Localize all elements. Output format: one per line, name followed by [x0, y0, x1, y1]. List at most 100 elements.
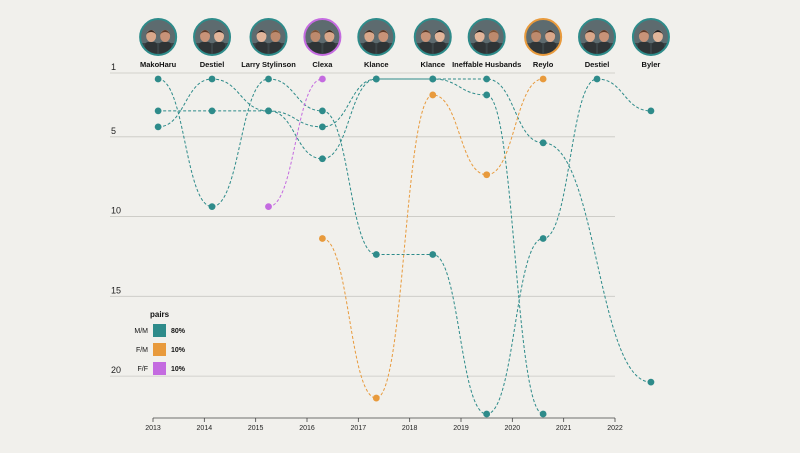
pair-column-2: Larry Stylinson	[241, 18, 296, 69]
data-point-s2-6	[483, 91, 491, 99]
pair-column-3: Clexa	[303, 18, 342, 69]
year-label-2018: 2018	[402, 425, 418, 432]
pair-column-5: Klance	[413, 18, 452, 69]
pair-column-6: Ineffable Husbands	[452, 18, 521, 69]
legend-label-0: M/M	[134, 328, 148, 335]
pair-column-7: Reylo	[524, 18, 563, 69]
legend-label-2: F/F	[138, 366, 149, 373]
data-point-s5-4	[539, 75, 547, 83]
rank-label-5: 5	[111, 126, 116, 136]
series-lines	[158, 78, 651, 415]
series-line-s4	[268, 78, 323, 208]
rank-label-15: 15	[111, 285, 121, 295]
avatar-ring-5	[413, 18, 452, 56]
year-label-2021: 2021	[556, 425, 572, 432]
avatar-ring-3	[303, 18, 342, 56]
legend-pct-1: 10%	[171, 347, 186, 354]
data-point-s1-4	[372, 251, 380, 258]
data-point-s5-3	[483, 171, 491, 179]
data-point-s2-3	[319, 155, 326, 163]
legend-swatch-2	[153, 362, 166, 375]
year-label-2019: 2019	[453, 425, 469, 432]
pair-column-9: Byler	[631, 18, 670, 69]
pair-name-4: Klance	[364, 60, 389, 69]
data-point-s2-0	[154, 123, 162, 131]
year-label-2020: 2020	[505, 425, 521, 432]
pair-column-0: MakoHaru	[139, 18, 178, 69]
avatar-ring-7	[524, 18, 563, 56]
avatar-ring-6	[467, 18, 506, 56]
avatar-ring-2	[249, 18, 288, 56]
pair-column-4: Klance	[357, 18, 396, 69]
data-point-s1-3	[319, 107, 326, 115]
year-label-2014: 2014	[197, 425, 213, 432]
legend-item-0: M/M 80%	[134, 324, 186, 337]
series-points	[154, 75, 655, 418]
data-point-s3-6	[483, 75, 491, 83]
data-point-s1-7	[539, 235, 547, 242]
series-line-s1	[158, 78, 651, 415]
legend-title: pairs	[150, 310, 170, 319]
legend-pct-2: 10%	[171, 366, 186, 373]
year-label-2013: 2013	[145, 425, 161, 432]
data-point-s3-8	[647, 378, 655, 386]
legend-swatch-0	[153, 324, 166, 337]
year-label-2017: 2017	[351, 425, 367, 432]
x-axis: 2013 2014 2015 2016 2017 2018 2019 2020 2021 2022	[145, 417, 623, 432]
pair-name-0: MakoHaru	[140, 60, 177, 69]
data-point-s1-2	[265, 75, 272, 83]
pair-name-7: Reylo	[533, 60, 554, 69]
data-point-s1-6	[483, 410, 491, 418]
data-point-s3-0	[154, 107, 162, 115]
avatar-ring-0	[139, 18, 178, 56]
data-point-s2-1	[208, 75, 216, 83]
pair-column-8: Destiel	[578, 18, 617, 69]
data-point-s1-9	[647, 107, 655, 115]
avatar-ring-9	[631, 18, 670, 56]
pair-columns: MakoHaru Destiel Larry Stylinson Clexa Klanc…	[139, 18, 670, 69]
data-point-s5-2	[429, 91, 437, 99]
data-point-s3-7	[539, 139, 547, 147]
legend-label-1: F/M	[136, 347, 148, 354]
series-line-s3	[158, 78, 651, 383]
pair-name-9: Byler	[642, 60, 661, 69]
data-point-s1-1	[208, 203, 216, 211]
pair-name-1: Destiel	[200, 60, 225, 69]
year-label-2015: 2015	[248, 425, 264, 432]
data-point-s1-5	[429, 251, 437, 258]
pair-name-5: Klance	[420, 60, 445, 69]
avatar-ring-4	[357, 18, 396, 56]
grid-lines	[110, 72, 615, 377]
pair-column-1: Destiel	[193, 18, 232, 69]
data-point-s5-1	[372, 394, 380, 402]
data-point-s2-7	[539, 410, 547, 418]
data-point-s5-0	[319, 235, 326, 242]
data-point-s3-3	[319, 123, 326, 131]
data-point-s4-1	[319, 75, 326, 83]
year-label-2022: 2022	[607, 425, 623, 432]
rank-label-10: 10	[111, 206, 121, 216]
data-point-s3-1	[208, 107, 216, 115]
series-line-s2	[158, 78, 544, 415]
avatar-ring-8	[578, 18, 617, 56]
data-point-s3-2	[265, 107, 272, 115]
series-line-s5	[322, 78, 544, 399]
legend-item-1: F/M 10%	[136, 343, 186, 356]
year-label-2016: 2016	[299, 425, 315, 432]
data-point-s3-4	[372, 75, 380, 83]
pair-name-3: Clexa	[312, 60, 333, 69]
pair-name-2: Larry Stylinson	[241, 60, 296, 69]
rank-label-1: 1	[111, 62, 116, 72]
pair-name-6: Ineffable Husbands	[452, 60, 521, 69]
legend: pairs M/M 80% F/M 10% F/F 10%	[134, 310, 186, 375]
avatar-ring-1	[193, 18, 232, 56]
pair-avatar-3	[304, 19, 341, 55]
rank-label-20: 20	[111, 365, 121, 375]
legend-item-2: F/F 10%	[138, 362, 186, 375]
data-point-s1-0	[154, 75, 162, 83]
legend-swatch-1	[153, 343, 166, 356]
data-point-s1-8	[593, 75, 601, 83]
data-point-s4-0	[265, 203, 272, 211]
